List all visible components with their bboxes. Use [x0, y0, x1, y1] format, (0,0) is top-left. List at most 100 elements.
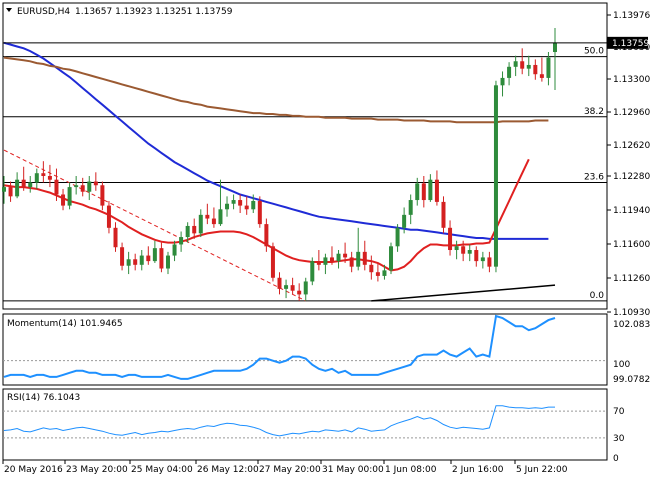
candle	[553, 27, 557, 90]
candle-body	[533, 64, 538, 75]
candle	[244, 196, 249, 215]
candle-body	[28, 182, 33, 188]
chart-collapse-icon[interactable]	[6, 8, 12, 12]
candle	[375, 262, 380, 282]
candle	[87, 175, 92, 201]
candle	[146, 246, 151, 265]
candle	[493, 80, 498, 273]
candle	[198, 209, 203, 238]
candle-body	[277, 277, 282, 289]
candle-body	[87, 181, 92, 192]
candle	[402, 207, 407, 234]
y-tick-label: 1.10930	[613, 308, 650, 318]
candle-body	[513, 61, 518, 67]
candle	[290, 277, 295, 295]
candle-body	[225, 203, 230, 210]
x-tick-label: 26 May 12:00	[197, 465, 259, 475]
candle-body	[349, 257, 354, 267]
rsi-tick-label: 30	[613, 434, 625, 444]
candle	[205, 203, 210, 225]
candle-body	[67, 187, 72, 206]
candle-body	[106, 205, 111, 228]
candle	[533, 59, 538, 80]
y-tick-label: 1.13300	[613, 75, 650, 85]
x-tick-label: 5 Jun 22:00	[516, 465, 568, 475]
momentum-tick-label: 100	[613, 360, 630, 370]
momentum-panel-frame	[2, 313, 608, 386]
candle-body	[389, 246, 394, 271]
candle	[277, 272, 282, 295]
candle-body	[480, 257, 485, 262]
ohlc-readout: 1.13657 1.13923 1.13251 1.13759	[75, 7, 233, 17]
rsi-line	[3, 405, 555, 437]
candle-body	[434, 179, 439, 202]
candle-body	[133, 259, 138, 265]
y-tick-label: 1.11260	[613, 274, 650, 284]
candle-body	[428, 179, 433, 201]
candle-body	[192, 225, 197, 234]
candle	[303, 277, 308, 301]
sma-brown-line	[3, 56, 549, 124]
candle	[389, 242, 394, 275]
candle	[100, 181, 105, 211]
candle-body	[172, 244, 177, 256]
candle-body	[8, 187, 13, 197]
candle	[329, 246, 334, 265]
candle-body	[15, 179, 20, 197]
candle	[474, 246, 479, 267]
candle	[74, 175, 79, 195]
candle	[67, 182, 72, 210]
moving-averages	[3, 41, 549, 272]
candle	[139, 250, 144, 271]
candle	[480, 251, 485, 269]
candle	[126, 251, 131, 275]
candle-body	[356, 251, 361, 267]
candle-body	[297, 290, 302, 295]
candle	[336, 250, 341, 269]
candle-body	[251, 200, 256, 210]
candle-body	[264, 224, 269, 247]
candle	[507, 62, 512, 86]
candle-body	[454, 246, 459, 251]
candle	[520, 48, 525, 75]
candle	[251, 194, 256, 213]
candle-body	[238, 200, 243, 206]
candle-body	[61, 194, 66, 206]
rsi-tick-label: 70	[613, 407, 625, 417]
candle-body	[441, 201, 446, 228]
candle	[500, 71, 505, 97]
candle-body	[218, 209, 223, 225]
candle	[238, 194, 243, 213]
candle-body	[343, 253, 348, 258]
price-panel-frame	[2, 2, 608, 310]
candle	[15, 172, 20, 199]
x-tick-label: 2 Jun 16:00	[452, 465, 504, 475]
candle-body	[139, 255, 144, 265]
candle	[80, 177, 85, 197]
candle-body	[120, 247, 125, 266]
candle-body	[34, 173, 39, 183]
candle	[113, 222, 118, 252]
candle	[257, 196, 262, 228]
candle	[8, 181, 13, 202]
x-tick-label: 27 May 20:00	[259, 465, 321, 475]
price-y-axis: 1.10930 1.11260 1.11600 1.11940 1.12280 1.126…	[3, 11, 650, 318]
candle	[284, 279, 289, 299]
candle-body	[507, 66, 512, 78]
candle-body	[179, 237, 184, 245]
candle-body	[553, 42, 557, 53]
candle	[395, 224, 400, 252]
candle	[106, 200, 111, 234]
candle	[270, 242, 275, 282]
candle-body	[526, 64, 531, 69]
candle-body	[257, 200, 262, 225]
candle	[165, 251, 170, 275]
candle-body	[80, 185, 85, 192]
candle	[539, 57, 544, 82]
candle	[343, 242, 348, 263]
symbol-label: EURUSD,H4	[17, 7, 70, 17]
candle	[448, 220, 453, 256]
candle-body	[493, 85, 498, 267]
candle	[441, 196, 446, 234]
